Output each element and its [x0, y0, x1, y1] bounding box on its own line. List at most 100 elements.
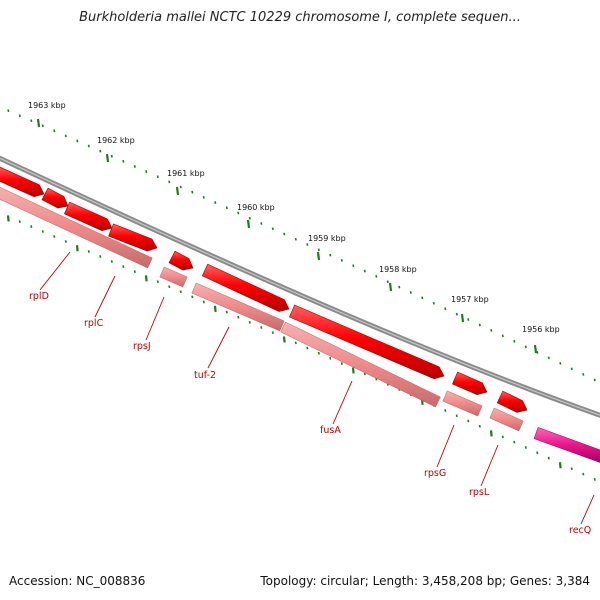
- tick-minor: [582, 472, 585, 476]
- tick-minor: [168, 180, 171, 184]
- gene-label-rpsJ[interactable]: rpsJ: [133, 341, 151, 352]
- tick-minor: [340, 259, 343, 262]
- tick-minor: [237, 211, 240, 215]
- tick-minor: [76, 139, 79, 143]
- tick-minor: [99, 149, 102, 153]
- tick-minor: [213, 305, 217, 312]
- tick-minor: [179, 290, 182, 294]
- tick-minor: [99, 255, 102, 258]
- tick-minor: [363, 269, 366, 273]
- gene-segment-highlight[interactable]: [533, 427, 600, 463]
- tick-minor: [363, 372, 366, 376]
- gene-arrow[interactable]: [168, 250, 194, 271]
- tick-minor: [133, 165, 136, 168]
- tick-minor: [340, 362, 343, 365]
- gene-label-tuf-2[interactable]: tuf-2: [194, 370, 216, 381]
- tick-minor: [593, 378, 596, 382]
- gene-label-rpsG[interactable]: rpsG: [424, 468, 446, 479]
- tick-minor: [489, 430, 493, 437]
- gene-leader-line: [94, 275, 116, 318]
- tick-minor: [214, 201, 217, 204]
- gene-segment[interactable]: [280, 321, 441, 408]
- tick-minor: [191, 190, 194, 194]
- tick-minor: [536, 451, 539, 455]
- tick-label: 1959 kbp: [308, 234, 346, 243]
- tick-minor: [559, 361, 562, 365]
- gene-arrow[interactable]: [64, 201, 113, 232]
- gene-label-rplC[interactable]: rplC: [84, 318, 104, 329]
- map-title: Burkholderia mallei NCTC 10229 chromosom…: [79, 10, 521, 25]
- gene-arrow[interactable]: [452, 371, 488, 396]
- tick-minor: [444, 307, 447, 311]
- gene-segment[interactable]: [489, 407, 524, 432]
- tick-minor: [536, 350, 539, 354]
- tick-minor: [558, 462, 562, 469]
- tick-minor: [282, 336, 286, 343]
- gene-segment[interactable]: [442, 390, 483, 417]
- gene-arrow[interactable]: [108, 223, 158, 252]
- tick-minor: [524, 446, 527, 449]
- tick-major: [533, 344, 538, 354]
- tick-minor: [317, 351, 320, 355]
- tick-minor: [352, 264, 355, 268]
- tick-minor: [306, 346, 309, 350]
- gene-leader-line: [207, 326, 230, 369]
- gene-arrow[interactable]: [41, 187, 69, 209]
- tick-label: 1961 kbp: [167, 169, 205, 178]
- gene-label-recQ[interactable]: recQ: [569, 525, 591, 536]
- tick-minor: [75, 245, 79, 252]
- tick-minor: [53, 235, 56, 238]
- gene-segment[interactable]: [191, 282, 285, 332]
- tick-minor: [237, 315, 240, 319]
- tick-minor: [467, 419, 470, 423]
- tick-minor: [87, 144, 90, 148]
- tick-minor: [432, 301, 435, 305]
- tick-major: [388, 282, 393, 292]
- gene-arrow[interactable]: [0, 166, 45, 198]
- gene-label-rplD[interactable]: rplD: [29, 291, 49, 302]
- gene-arrow[interactable]: [289, 304, 445, 380]
- tick-label: 1957 kbp: [451, 295, 489, 304]
- tick-minor: [30, 119, 33, 123]
- tick-minor: [351, 367, 355, 374]
- gene-arrow[interactable]: [201, 263, 290, 312]
- tick-minor: [421, 296, 424, 300]
- tick-minor: [144, 275, 148, 282]
- tick-minor: [329, 356, 332, 360]
- tick-minor: [6, 215, 10, 222]
- tick-minor: [122, 159, 125, 163]
- tick-minor: [202, 195, 205, 199]
- tick-minor: [409, 291, 412, 294]
- tick-major: [246, 219, 251, 229]
- tick-minor: [133, 270, 136, 273]
- tick-minor: [501, 334, 504, 338]
- tick-minor: [294, 237, 297, 241]
- tick-minor: [191, 295, 194, 299]
- gene-segment[interactable]: [159, 266, 188, 288]
- tick-minor: [329, 253, 332, 257]
- tick-minor: [478, 323, 481, 327]
- forward-gene-track: [0, 166, 528, 413]
- tick-minor: [513, 339, 516, 343]
- kbp-tick-scale: 1963 kbp 1962 kbp 1961 kbp 1960 kbp 1959 kbp…: [6, 101, 596, 481]
- gene-arrow[interactable]: [496, 390, 528, 413]
- tick-minor: [41, 230, 44, 233]
- tick-minor: [30, 225, 33, 228]
- gene-label-fusA[interactable]: fusA: [320, 425, 341, 436]
- tick-minor: [53, 129, 56, 133]
- tick-label: 1956 kbp: [522, 325, 560, 334]
- tick-minor: [64, 240, 67, 243]
- gene-segment[interactable]: [0, 186, 153, 269]
- tick-minor: [375, 275, 378, 278]
- tick-minor: [570, 367, 573, 371]
- tick-minor: [260, 222, 263, 225]
- tick-minor: [271, 227, 274, 231]
- tick-minor: [467, 318, 470, 321]
- tick-minor: [168, 285, 171, 289]
- tick-minor: [317, 248, 320, 252]
- tick-minor: [582, 373, 585, 376]
- tick-minor: [7, 109, 10, 113]
- gene-label-rpsL[interactable]: rpsL: [469, 487, 490, 498]
- tick-minor: [294, 341, 297, 345]
- gene-leader-line: [436, 424, 455, 468]
